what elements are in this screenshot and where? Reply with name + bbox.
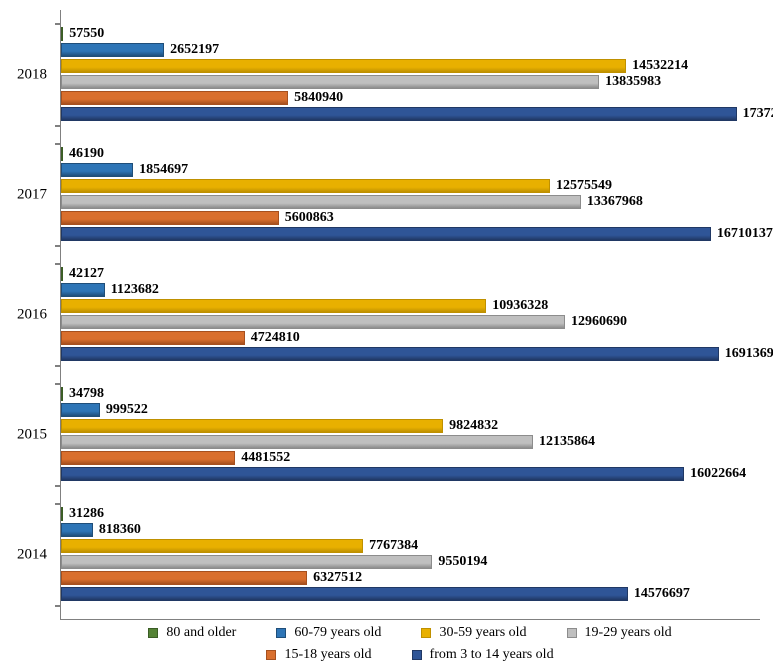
year-group: 2017461901854697125755491336796856008631… <box>61 147 760 243</box>
legend-item: from 3 to 14 years old <box>412 647 554 663</box>
bar-value-label: 17372640 <box>743 106 773 122</box>
bar-value-label: 4724810 <box>251 330 300 346</box>
bar <box>61 227 711 241</box>
bar <box>61 91 288 105</box>
bar-value-label: 1854697 <box>139 162 188 178</box>
bar <box>61 147 63 161</box>
bar <box>61 539 363 553</box>
bar <box>61 507 63 521</box>
legend-swatch <box>567 628 577 638</box>
legend-label: 60-79 years old <box>294 625 381 641</box>
legend-label: 19-29 years old <box>585 625 672 641</box>
bar <box>61 331 245 345</box>
bar <box>61 451 235 465</box>
year-label: 2018 <box>17 67 47 84</box>
legend-item: 19-29 years old <box>567 625 672 641</box>
year-label: 2015 <box>17 427 47 444</box>
legend-label: from 3 to 14 years old <box>430 647 554 663</box>
bar-value-label: 1123682 <box>111 282 159 298</box>
bar-value-label: 16710137 <box>717 226 773 242</box>
bar-value-label: 16022664 <box>690 466 746 482</box>
legend-swatch <box>266 650 276 660</box>
legend-item: 60-79 years old <box>276 625 381 641</box>
bar-value-label: 4481552 <box>241 450 290 466</box>
bar <box>61 107 737 121</box>
bar-value-label: 10936328 <box>492 298 548 314</box>
bar-value-label: 12575549 <box>556 178 612 194</box>
bar-value-label: 13835983 <box>605 74 661 90</box>
bar-value-label: 12135864 <box>539 434 595 450</box>
bar-value-label: 999522 <box>106 402 148 418</box>
bar-value-label: 13367968 <box>587 194 643 210</box>
legend-item: 80 and older <box>148 625 236 641</box>
bar <box>61 267 63 281</box>
bar-value-label: 5600863 <box>285 210 334 226</box>
year-label: 2016 <box>17 307 47 324</box>
bar <box>61 315 565 329</box>
bar-value-label: 57550 <box>69 26 104 42</box>
bar-value-label: 14576697 <box>634 586 690 602</box>
year-group: 2015347989995229824832121358644481552160… <box>61 387 760 483</box>
bar <box>61 179 550 193</box>
bar <box>61 419 443 433</box>
legend-swatch <box>412 650 422 660</box>
bar <box>61 195 581 209</box>
bar <box>61 555 432 569</box>
year-group: 2016421271123682109363281296069047248101… <box>61 267 760 363</box>
bar-value-label: 42127 <box>69 266 104 282</box>
bar-value-label: 9550194 <box>438 554 487 570</box>
bar <box>61 347 719 361</box>
bar <box>61 467 684 481</box>
legend-item: 30-59 years old <box>421 625 526 641</box>
chart-legend: 80 and older 60-79 years old 30-59 years o… <box>60 622 760 666</box>
legend-item: 15-18 years old <box>266 647 371 663</box>
year-group: 2018575502652197145322141383598358409401… <box>61 27 760 123</box>
bar <box>61 571 307 585</box>
bar <box>61 59 626 73</box>
year-label: 2017 <box>17 187 47 204</box>
bar <box>61 587 628 601</box>
bar-value-label: 14532214 <box>632 58 688 74</box>
bar <box>61 523 93 537</box>
bar <box>61 43 164 57</box>
bar <box>61 403 100 417</box>
bar <box>61 387 63 401</box>
bar <box>61 27 63 41</box>
year-group: 2014312868183607767384955019463275121457… <box>61 507 760 603</box>
bar <box>61 435 533 449</box>
bar-value-label: 5840940 <box>294 90 343 106</box>
chart-plot-area: 2018575502652197145322141383598358409401… <box>60 10 760 620</box>
bar-value-label: 16913699 <box>725 346 773 362</box>
bar <box>61 163 133 177</box>
legend-swatch <box>148 628 158 638</box>
year-label: 2014 <box>17 547 47 564</box>
bar-value-label: 7767384 <box>369 538 418 554</box>
bar-value-label: 9824832 <box>449 418 498 434</box>
bar <box>61 75 599 89</box>
bar <box>61 283 105 297</box>
bar <box>61 299 486 313</box>
legend-label: 15-18 years old <box>284 647 371 663</box>
bar-value-label: 46190 <box>69 146 104 162</box>
bar-value-label: 2652197 <box>170 42 219 58</box>
bar-value-label: 818360 <box>99 522 141 538</box>
legend-label: 80 and older <box>166 625 236 641</box>
legend-swatch <box>421 628 431 638</box>
bar-value-label: 31286 <box>69 506 104 522</box>
bar-value-label: 6327512 <box>313 570 362 586</box>
legend-swatch <box>276 628 286 638</box>
bar-value-label: 12960690 <box>571 314 627 330</box>
bar <box>61 211 279 225</box>
legend-label: 30-59 years old <box>439 625 526 641</box>
bar-value-label: 34798 <box>69 386 104 402</box>
